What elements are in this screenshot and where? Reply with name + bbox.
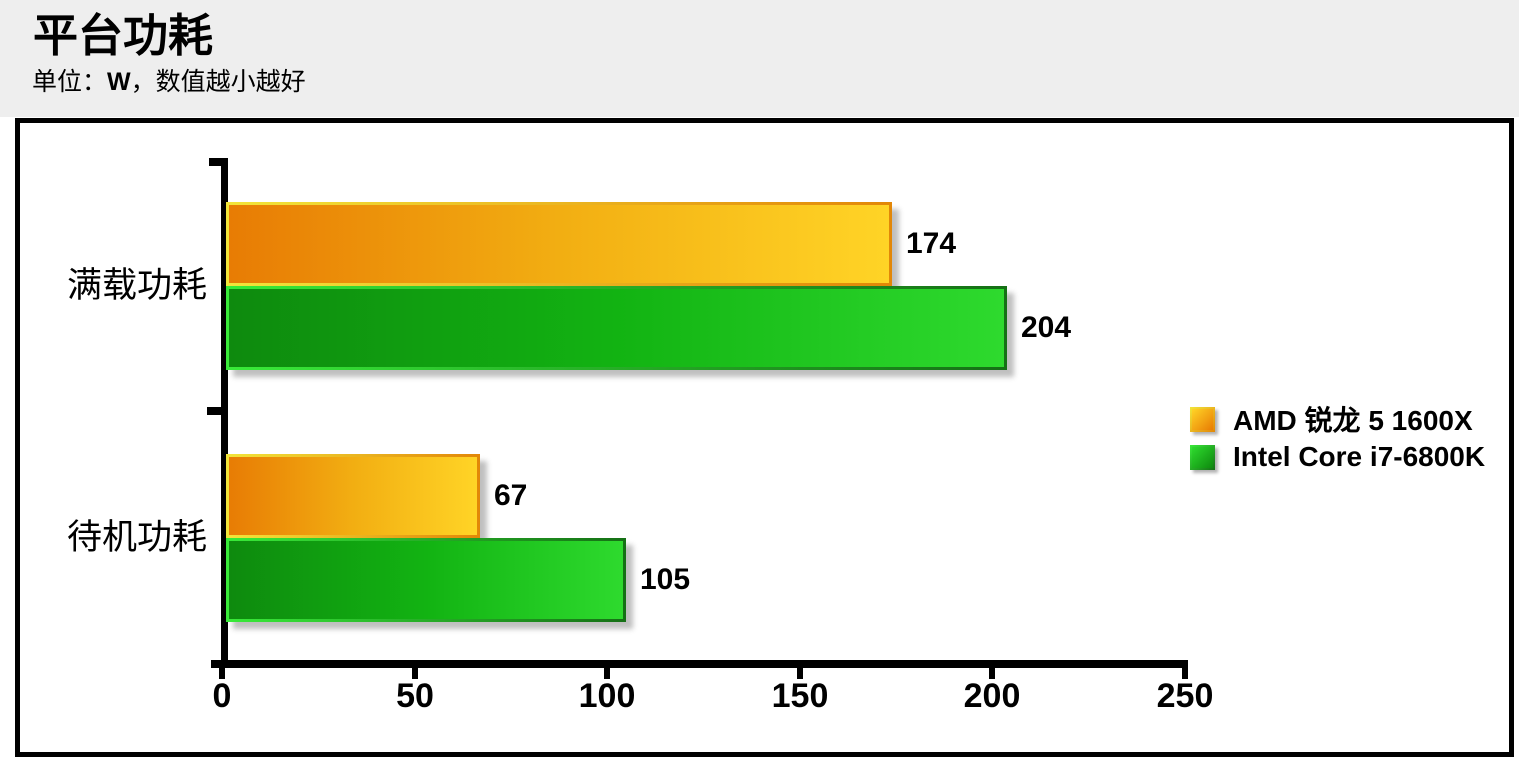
legend-swatch-intel-icon — [1190, 444, 1215, 470]
subtitle-prefix: 单位： — [32, 69, 108, 96]
legend-label-intel: Intel Core i7-6800K — [1233, 441, 1486, 472]
legend: AMD 锐龙 5 1600X Intel Core i7-6800K — [1190, 400, 1485, 476]
chart-title: 平台功耗 — [33, 11, 214, 61]
legend-label-amd: AMD 锐龙 5 1600X — [1233, 405, 1473, 436]
legend-item-intel: Intel Core i7-6800K — [1190, 438, 1485, 476]
chart-header: 平台功耗 单位：W，数值越小越好 — [0, 0, 1519, 117]
legend-item-amd: AMD 锐龙 5 1600X — [1190, 400, 1485, 438]
legend-swatch-amd-icon — [1190, 406, 1215, 432]
subtitle-unit: W — [107, 68, 131, 96]
subtitle-note: ，数值越小越好 — [130, 69, 306, 96]
chart-subtitle: 单位：W，数值越小越好 — [32, 66, 306, 99]
